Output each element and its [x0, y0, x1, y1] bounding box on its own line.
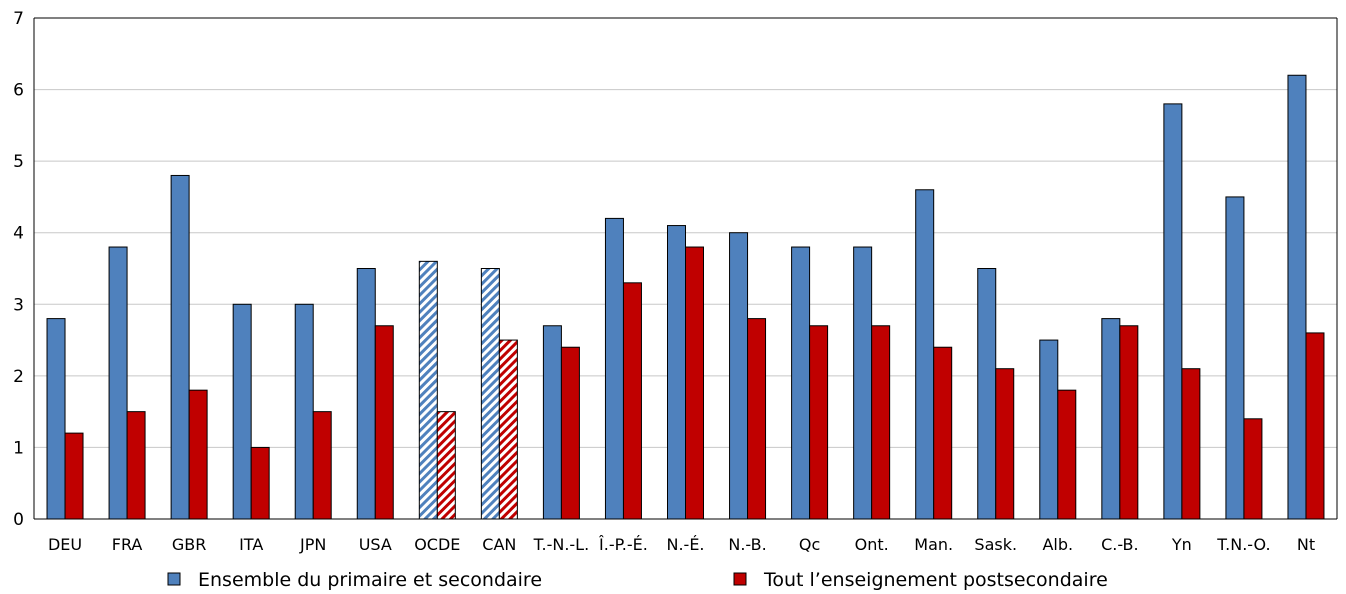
bar-sask--postsecondaire: [995, 368, 1015, 520]
legend-swatch: [733, 572, 747, 586]
bar-alb--primaire-secondaire: [1039, 339, 1059, 520]
category-label: N.-É.: [666, 535, 704, 554]
y-tick-label: 1: [13, 438, 24, 458]
bar-t-n-o--postsecondaire: [1243, 418, 1263, 520]
bar-c-b--postsecondaire: [1119, 325, 1139, 520]
category-label: Yn: [1171, 535, 1192, 554]
bar-jpn-primaire-secondaire: [294, 303, 314, 520]
axes: [33, 17, 1338, 520]
bar-can-postsecondaire: [498, 339, 518, 520]
bar-t-n-o--primaire-secondaire: [1225, 196, 1245, 520]
bar-gbr-primaire-secondaire: [170, 174, 190, 520]
bar-alb--postsecondaire: [1057, 389, 1077, 520]
bar-n-b--postsecondaire: [747, 318, 767, 520]
bar-qc-primaire-secondaire: [791, 246, 811, 520]
bar-ita-postsecondaire: [250, 446, 270, 520]
category-label: FRA: [112, 535, 143, 554]
bar-n--postsecondaire: [685, 246, 704, 520]
bar-fra-postsecondaire: [126, 411, 146, 520]
bar--p--primaire-secondaire: [604, 217, 624, 520]
category-label: Sask.: [974, 535, 1017, 554]
y-tick-label: 4: [13, 224, 24, 244]
category-label: Alb.: [1042, 535, 1073, 554]
y-tick-label: 2: [13, 367, 24, 387]
legend-label: Tout l’enseignement postsecondaire: [763, 569, 1108, 591]
bar-jpn-postsecondaire: [312, 411, 332, 520]
category-label: DEU: [48, 535, 82, 554]
bar-can-primaire-secondaire: [480, 268, 500, 520]
category-label: C.-B.: [1101, 535, 1139, 554]
bar-man--postsecondaire: [933, 346, 953, 520]
category-label: T.-N.-L.: [533, 535, 590, 554]
bar-deu-postsecondaire: [64, 432, 84, 520]
category-label: GBR: [172, 535, 207, 554]
bar-t-n-l--postsecondaire: [560, 346, 580, 520]
category-label: N.-B.: [728, 535, 766, 554]
bar-ocde-postsecondaire: [436, 411, 456, 520]
y-tick-label: 0: [13, 510, 24, 530]
bar-deu-primaire-secondaire: [46, 318, 66, 520]
bar-n--primaire-secondaire: [667, 225, 686, 520]
category-label: Man.: [914, 535, 953, 554]
bar-sask--primaire-secondaire: [977, 268, 997, 520]
bar-c-b--primaire-secondaire: [1101, 318, 1121, 520]
y-tick-label: 5: [13, 152, 24, 172]
bar-n-b--primaire-secondaire: [729, 232, 749, 520]
bars: [46, 74, 1325, 520]
category-label: USA: [359, 535, 392, 554]
bar-fra-primaire-secondaire: [108, 246, 128, 520]
y-tick-label: 6: [13, 81, 24, 101]
legend: Ensemble du primaire et secondaire Tout l…: [167, 569, 1108, 591]
y-tick-labels: 0 1 2 3 4 5 6 7: [13, 9, 24, 530]
bar--p--postsecondaire: [622, 282, 642, 520]
category-label: T.N.-O.: [1216, 535, 1270, 554]
bar-usa-primaire-secondaire: [356, 268, 376, 520]
bar-yn-primaire-secondaire: [1163, 103, 1183, 520]
category-label: Nt: [1297, 535, 1315, 554]
category-label: Î.-P.-É.: [598, 535, 648, 554]
legend-swatch: [167, 572, 181, 586]
category-label: Ont.: [855, 535, 889, 554]
category-label: CAN: [482, 535, 516, 554]
y-tick-label: 3: [13, 295, 24, 315]
bar-man--primaire-secondaire: [915, 189, 935, 520]
bar-ont--primaire-secondaire: [853, 246, 873, 520]
bar-gbr-postsecondaire: [188, 389, 208, 520]
bar-yn-postsecondaire: [1181, 368, 1201, 520]
legend-label: Ensemble du primaire et secondaire: [198, 569, 542, 591]
category-label: ITA: [239, 535, 263, 554]
bar-t-n-l--primaire-secondaire: [542, 325, 562, 520]
bar-ocde-primaire-secondaire: [418, 260, 438, 520]
bar-qc-postsecondaire: [809, 325, 829, 520]
category-label: OCDE: [414, 535, 460, 554]
bar-usa-postsecondaire: [374, 325, 394, 520]
bar-ont--postsecondaire: [871, 325, 891, 520]
category-label: JPN: [299, 535, 326, 554]
category-labels: DEU FRA GBR ITA JPN USA OCDE CAN T.-N.-L. Î.-P.-É…: [48, 535, 1315, 554]
bar-ita-primaire-secondaire: [232, 303, 252, 520]
y-tick-label: 7: [13, 9, 24, 29]
bar-nt-postsecondaire: [1305, 332, 1325, 520]
category-label: Qc: [799, 535, 820, 554]
bar-nt-primaire-secondaire: [1287, 74, 1307, 520]
